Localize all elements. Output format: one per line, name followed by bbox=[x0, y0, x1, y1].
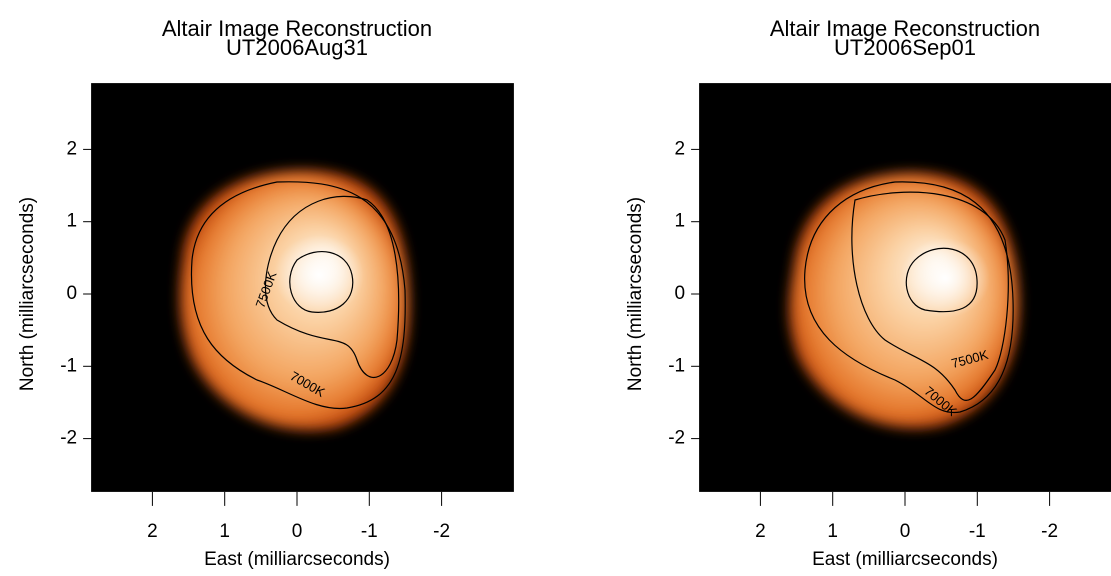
star-disk bbox=[788, 172, 1020, 429]
x-tick-label: 0 bbox=[292, 521, 303, 542]
x-tick-label: 0 bbox=[900, 521, 911, 542]
contour bbox=[289, 251, 354, 313]
hot-spot bbox=[274, 235, 364, 315]
contour bbox=[804, 181, 1014, 414]
x-tick-label: 2 bbox=[147, 521, 158, 542]
x-axis-label: East (milliarcseconds) bbox=[204, 549, 390, 570]
x-tick-label: 1 bbox=[827, 521, 838, 542]
x-tick-label: 2 bbox=[755, 521, 766, 542]
y-tick-label: 1 bbox=[67, 211, 78, 232]
y-tick-label: 0 bbox=[67, 283, 78, 304]
y-tick-label: -1 bbox=[668, 355, 685, 376]
y-tick-label: -1 bbox=[60, 355, 77, 376]
x-tick-label: -1 bbox=[969, 521, 986, 542]
y-tick-label: 2 bbox=[67, 138, 78, 159]
y-tick-label: 2 bbox=[675, 138, 686, 159]
y-tick-label: -2 bbox=[60, 428, 77, 449]
x-tick-label: -2 bbox=[1041, 521, 1058, 542]
chart-subtitle: UT2006Sep01 bbox=[834, 35, 976, 60]
contour bbox=[851, 191, 1009, 401]
x-axis-label: East (milliarcseconds) bbox=[812, 549, 998, 570]
contour bbox=[905, 247, 978, 313]
y-tick-label: 0 bbox=[675, 283, 686, 304]
x-tick-label: 1 bbox=[219, 521, 230, 542]
y-tick-label: 1 bbox=[675, 211, 686, 232]
chart-title: Altair Image Reconstruction bbox=[770, 16, 1040, 41]
x-tick-label: -2 bbox=[433, 521, 450, 542]
chart-title: Altair Image Reconstruction bbox=[162, 16, 432, 41]
y-axis-label: North (milliarcseconds) bbox=[625, 197, 646, 391]
y-tick-label: -2 bbox=[668, 428, 685, 449]
contour bbox=[264, 195, 400, 379]
contour bbox=[190, 181, 406, 410]
chart-subtitle: UT2006Aug31 bbox=[226, 35, 368, 60]
x-tick-label: -1 bbox=[361, 521, 378, 542]
y-axis-label: North (milliarcseconds) bbox=[17, 197, 38, 391]
